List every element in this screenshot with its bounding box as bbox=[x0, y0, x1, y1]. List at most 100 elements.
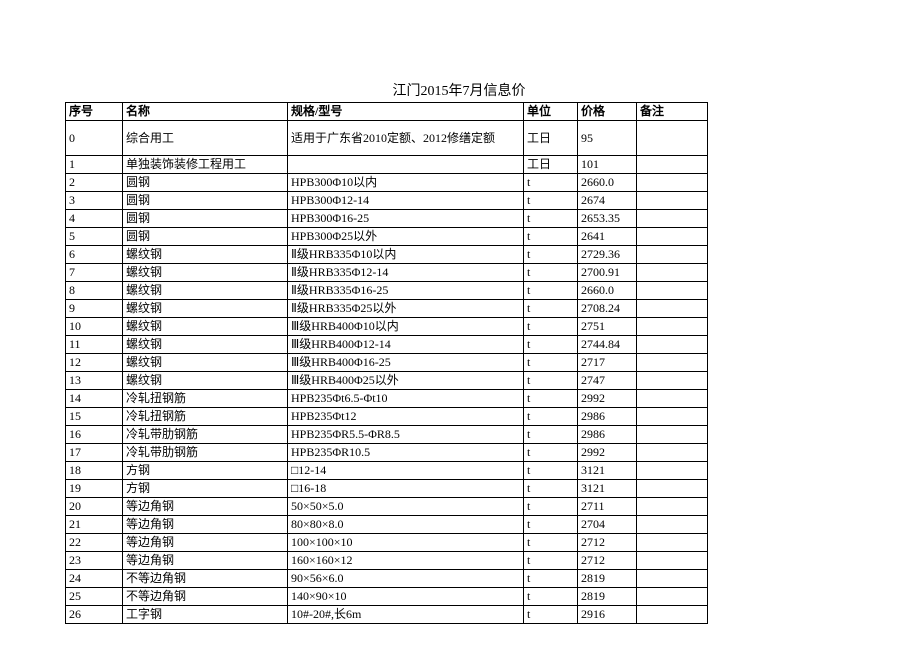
cell-remark bbox=[637, 552, 708, 570]
cell-name: 螺纹钢 bbox=[123, 264, 288, 282]
cell-price: 2992 bbox=[578, 444, 637, 462]
cell-remark bbox=[637, 426, 708, 444]
cell-seq: 22 bbox=[66, 534, 123, 552]
table-row: 4圆钢HPB300Φ16-25t2653.35 bbox=[66, 210, 708, 228]
cell-unit: t bbox=[524, 498, 578, 516]
cell-spec: HPB300Φ12-14 bbox=[288, 192, 524, 210]
cell-spec: 90×56×6.0 bbox=[288, 570, 524, 588]
cell-remark bbox=[637, 210, 708, 228]
cell-seq: 0 bbox=[66, 121, 123, 156]
cell-remark bbox=[637, 516, 708, 534]
cell-price: 2712 bbox=[578, 552, 637, 570]
cell-unit: 工日 bbox=[524, 121, 578, 156]
cell-price: 95 bbox=[578, 121, 637, 156]
cell-seq: 5 bbox=[66, 228, 123, 246]
cell-unit: t bbox=[524, 300, 578, 318]
cell-unit: t bbox=[524, 246, 578, 264]
cell-remark bbox=[637, 121, 708, 156]
header-remark: 备注 bbox=[637, 103, 708, 121]
cell-name: 冷轧扭钢筋 bbox=[123, 390, 288, 408]
cell-seq: 12 bbox=[66, 354, 123, 372]
cell-price: 2747 bbox=[578, 372, 637, 390]
cell-seq: 4 bbox=[66, 210, 123, 228]
cell-spec: Ⅲ级HRB400Φ12-14 bbox=[288, 336, 524, 354]
cell-seq: 3 bbox=[66, 192, 123, 210]
cell-spec: Ⅱ级HRB335Φ12-14 bbox=[288, 264, 524, 282]
cell-price: 2660.0 bbox=[578, 282, 637, 300]
table-row: 18方钢□12-14t3121 bbox=[66, 462, 708, 480]
table-row: 21等边角钢80×80×8.0t2704 bbox=[66, 516, 708, 534]
cell-spec: HPB235ΦR5.5-ΦR8.5 bbox=[288, 426, 524, 444]
table-row: 6螺纹钢Ⅱ级HRB335Φ10以内t2729.36 bbox=[66, 246, 708, 264]
cell-spec: Ⅲ级HRB400Φ25以外 bbox=[288, 372, 524, 390]
cell-price: 2744.84 bbox=[578, 336, 637, 354]
cell-price: 2819 bbox=[578, 570, 637, 588]
cell-spec: □16-18 bbox=[288, 480, 524, 498]
table-row: 5圆钢HPB300Φ25以外t2641 bbox=[66, 228, 708, 246]
cell-unit: t bbox=[524, 588, 578, 606]
cell-spec bbox=[288, 156, 524, 174]
table-row: 2圆钢HPB300Φ10以内t2660.0 bbox=[66, 174, 708, 192]
header-price: 价格 bbox=[578, 103, 637, 121]
table-row: 25不等边角钢140×90×10t2819 bbox=[66, 588, 708, 606]
cell-spec: Ⅱ级HRB335Φ16-25 bbox=[288, 282, 524, 300]
cell-remark bbox=[637, 408, 708, 426]
cell-price: 2916 bbox=[578, 606, 637, 624]
cell-name: 螺纹钢 bbox=[123, 300, 288, 318]
cell-remark bbox=[637, 336, 708, 354]
cell-remark bbox=[637, 354, 708, 372]
cell-spec: 50×50×5.0 bbox=[288, 498, 524, 516]
cell-remark bbox=[637, 246, 708, 264]
cell-price: 2674 bbox=[578, 192, 637, 210]
cell-remark bbox=[637, 228, 708, 246]
cell-seq: 25 bbox=[66, 588, 123, 606]
cell-unit: 工日 bbox=[524, 156, 578, 174]
cell-remark bbox=[637, 480, 708, 498]
cell-unit: t bbox=[524, 516, 578, 534]
cell-spec: HPB300Φ25以外 bbox=[288, 228, 524, 246]
cell-unit: t bbox=[524, 228, 578, 246]
cell-remark bbox=[637, 282, 708, 300]
table-row: 24不等边角钢90×56×6.0t2819 bbox=[66, 570, 708, 588]
cell-seq: 6 bbox=[66, 246, 123, 264]
table-row: 14冷轧扭钢筋HPB235Φt6.5-Φt10t2992 bbox=[66, 390, 708, 408]
cell-name: 冷轧带肋钢筋 bbox=[123, 426, 288, 444]
cell-unit: t bbox=[524, 444, 578, 462]
cell-spec: 140×90×10 bbox=[288, 588, 524, 606]
cell-name: 螺纹钢 bbox=[123, 246, 288, 264]
cell-unit: t bbox=[524, 210, 578, 228]
cell-spec: 160×160×12 bbox=[288, 552, 524, 570]
cell-price: 2660.0 bbox=[578, 174, 637, 192]
price-table: 序号 名称 规格/型号 单位 价格 备注 0综合用工适用于广东省2010定额、2… bbox=[65, 102, 708, 624]
cell-remark bbox=[637, 318, 708, 336]
cell-spec: HPB235Φt6.5-Φt10 bbox=[288, 390, 524, 408]
cell-unit: t bbox=[524, 534, 578, 552]
cell-name: 圆钢 bbox=[123, 174, 288, 192]
cell-name: 冷轧带肋钢筋 bbox=[123, 444, 288, 462]
cell-price: 2986 bbox=[578, 426, 637, 444]
cell-price: 101 bbox=[578, 156, 637, 174]
table-row: 10螺纹钢Ⅲ级HRB400Φ10以内t2751 bbox=[66, 318, 708, 336]
cell-name: 圆钢 bbox=[123, 210, 288, 228]
table-row: 11螺纹钢Ⅲ级HRB400Φ12-14t2744.84 bbox=[66, 336, 708, 354]
cell-unit: t bbox=[524, 606, 578, 624]
cell-spec: Ⅲ级HRB400Φ16-25 bbox=[288, 354, 524, 372]
cell-seq: 16 bbox=[66, 426, 123, 444]
cell-spec: HPB235ΦR10.5 bbox=[288, 444, 524, 462]
cell-seq: 9 bbox=[66, 300, 123, 318]
cell-seq: 19 bbox=[66, 480, 123, 498]
table-row: 0综合用工适用于广东省2010定额、2012修缮定额工日95 bbox=[66, 121, 708, 156]
cell-seq: 15 bbox=[66, 408, 123, 426]
table-row: 26工字钢10#-20#,长6mt2916 bbox=[66, 606, 708, 624]
cell-remark bbox=[637, 570, 708, 588]
table-row: 15冷轧扭钢筋HPB235Φt12t2986 bbox=[66, 408, 708, 426]
cell-name: 方钢 bbox=[123, 480, 288, 498]
cell-spec: Ⅱ级HRB335Φ10以内 bbox=[288, 246, 524, 264]
table-body: 0综合用工适用于广东省2010定额、2012修缮定额工日951单独装饰装修工程用… bbox=[66, 121, 708, 624]
cell-price: 2708.24 bbox=[578, 300, 637, 318]
cell-seq: 14 bbox=[66, 390, 123, 408]
cell-seq: 23 bbox=[66, 552, 123, 570]
header-seq: 序号 bbox=[66, 103, 123, 121]
cell-name: 等边角钢 bbox=[123, 498, 288, 516]
cell-name: 工字钢 bbox=[123, 606, 288, 624]
